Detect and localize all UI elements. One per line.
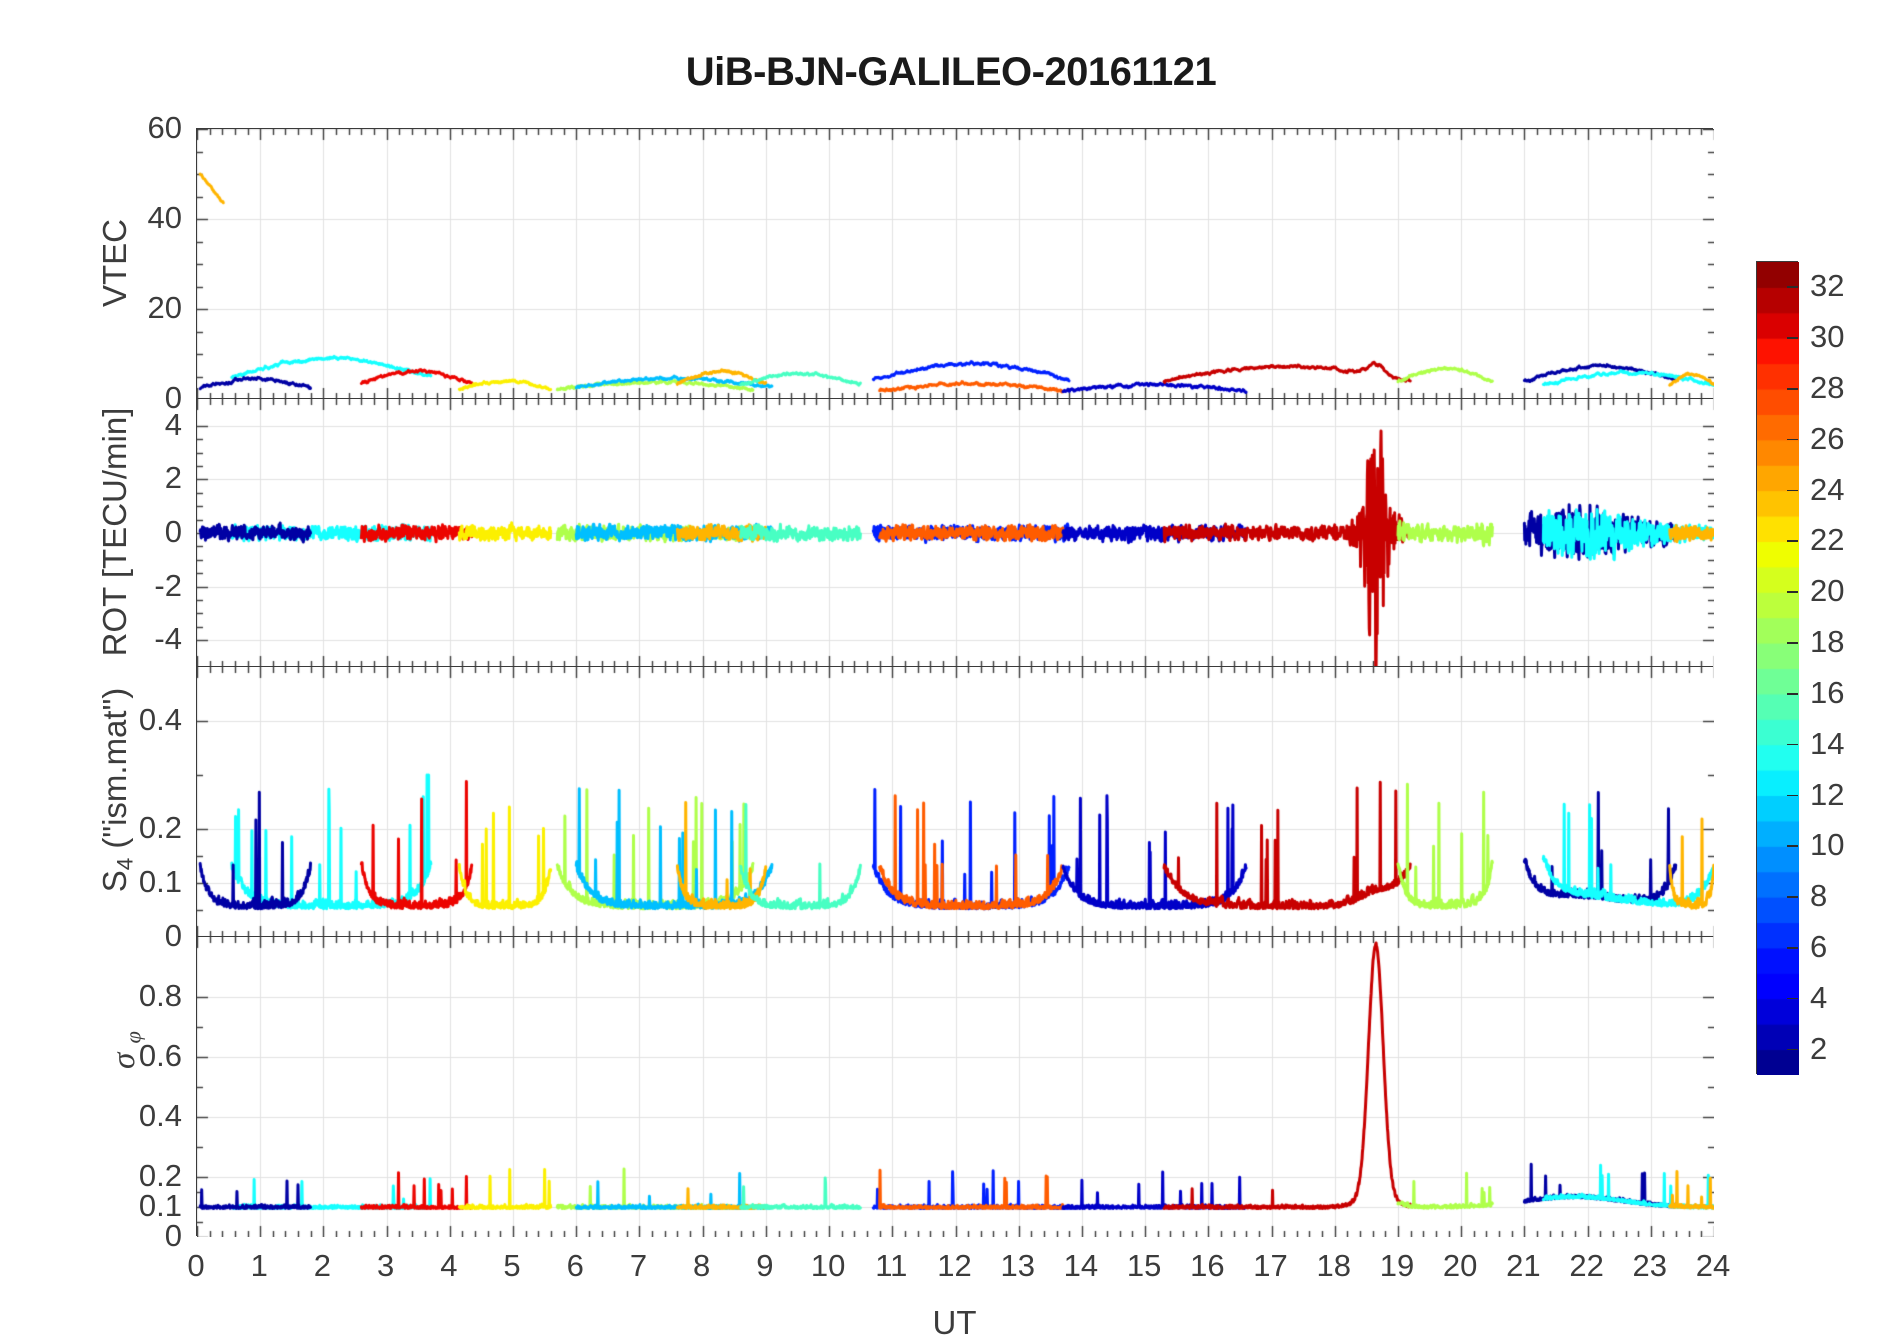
colorbar-tickmark-14 bbox=[1787, 337, 1798, 339]
plot-area-vtec bbox=[197, 129, 1714, 399]
colorbar-tick-26: 26 bbox=[1810, 420, 1845, 456]
ytick-rot-4: 4 bbox=[164, 406, 182, 442]
ytick-s4-0: 0 bbox=[164, 918, 182, 953]
colorbar-tickmark-15 bbox=[1787, 286, 1798, 288]
ytick-vtec-1: 20 bbox=[147, 290, 182, 325]
xtick-19: 19 bbox=[1379, 1248, 1415, 1283]
ytick-sigphi-3: 0.4 bbox=[138, 1098, 182, 1133]
colorbar-tickmark-10 bbox=[1787, 540, 1798, 543]
ylabel-vtec: VTEC bbox=[96, 218, 133, 308]
panel-vtec[interactable] bbox=[196, 128, 1714, 399]
colorbar-gradient bbox=[1757, 262, 1799, 1075]
plot-area-s4 bbox=[197, 667, 1714, 937]
xtick-13: 13 bbox=[1000, 1248, 1035, 1283]
colorbar-tickmark-3 bbox=[1787, 896, 1798, 898]
xtick-11: 11 bbox=[875, 1248, 908, 1283]
colorbar-tick-12: 12 bbox=[1810, 776, 1845, 812]
xtick-10: 10 bbox=[810, 1248, 846, 1283]
colorbar-tick-16: 16 bbox=[1810, 674, 1845, 710]
colorbar-tickmark-2 bbox=[1787, 946, 1798, 949]
xtick-0: 0 bbox=[187, 1248, 205, 1283]
plot-area-sigphi bbox=[197, 937, 1714, 1237]
xtick-23: 23 bbox=[1632, 1248, 1668, 1283]
ylabel-sigphi: σ φ bbox=[106, 1031, 146, 1069]
ytick-rot-3: 2 bbox=[164, 460, 182, 496]
xtick-6: 6 bbox=[566, 1248, 584, 1283]
colorbar-tick-4: 4 bbox=[1810, 979, 1828, 1015]
ytick-sigphi-5: 0.8 bbox=[138, 978, 182, 1013]
panel-sigphi[interactable] bbox=[196, 936, 1714, 1237]
colorbar-tickmark-0 bbox=[1787, 1048, 1798, 1051]
xtick-21: 21 bbox=[1506, 1248, 1541, 1283]
xtick-1: 1 bbox=[250, 1248, 268, 1283]
xtick-7: 7 bbox=[629, 1248, 648, 1283]
xtick-5: 5 bbox=[503, 1248, 521, 1283]
ytick-sigphi-2: 0.2 bbox=[138, 1158, 182, 1193]
xtick-3: 3 bbox=[377, 1248, 395, 1283]
ytick-s4-3: 0.4 bbox=[138, 702, 182, 737]
panel-rot[interactable] bbox=[196, 398, 1714, 667]
ytick-rot-0: -4 bbox=[154, 621, 182, 657]
xtick-16: 16 bbox=[1190, 1248, 1225, 1283]
colorbar-tick-2: 2 bbox=[1810, 1030, 1828, 1066]
colorbar-tickmark-6 bbox=[1787, 743, 1798, 746]
xtick-9: 9 bbox=[756, 1248, 774, 1283]
colorbar-tick-14: 14 bbox=[1810, 725, 1845, 761]
colorbar-tick-8: 8 bbox=[1810, 878, 1828, 914]
ytick-sigphi-0: 0 bbox=[164, 1218, 182, 1253]
colorbar-tickmark-11 bbox=[1787, 489, 1798, 492]
ytick-rot-1: -2 bbox=[154, 567, 182, 603]
xtick-18: 18 bbox=[1316, 1248, 1351, 1283]
colorbar-tickmark-9 bbox=[1787, 591, 1798, 593]
xtick-22: 22 bbox=[1569, 1248, 1604, 1283]
colorbar-tickmark-12 bbox=[1787, 438, 1798, 441]
colorbar-tickmark-1 bbox=[1787, 997, 1798, 1000]
plot-area-rot bbox=[197, 399, 1714, 667]
ylabel-s4: S4 ("ism.mat") bbox=[96, 687, 138, 893]
xtick-2: 2 bbox=[313, 1248, 332, 1283]
ytick-vtec-3: 60 bbox=[147, 110, 182, 145]
xtick-12: 12 bbox=[937, 1248, 972, 1283]
colorbar-tick-32: 32 bbox=[1810, 268, 1845, 304]
colorbar-tick-28: 28 bbox=[1810, 370, 1845, 406]
colorbar-tickmark-4 bbox=[1787, 845, 1798, 847]
colorbar-tick-24: 24 bbox=[1810, 471, 1845, 507]
colorbar-tick-20: 20 bbox=[1810, 573, 1845, 609]
xtick-4: 4 bbox=[440, 1248, 458, 1283]
colorbar-tick-6: 6 bbox=[1810, 928, 1828, 964]
xtick-14: 14 bbox=[1063, 1248, 1099, 1283]
ytick-vtec-2: 40 bbox=[147, 200, 182, 235]
xtick-15: 15 bbox=[1126, 1248, 1162, 1283]
colorbar-tickmark-8 bbox=[1787, 642, 1798, 644]
xtick-24: 24 bbox=[1695, 1248, 1731, 1283]
colorbar-tick-10: 10 bbox=[1810, 827, 1845, 863]
panel-s4[interactable] bbox=[196, 666, 1714, 937]
ytick-sigphi-1: 0.1 bbox=[138, 1188, 182, 1223]
xlabel: UT bbox=[932, 1304, 977, 1341]
colorbar-tickmark-13 bbox=[1787, 388, 1798, 390]
colorbar-tick-30: 30 bbox=[1810, 319, 1845, 355]
xtick-8: 8 bbox=[693, 1248, 711, 1283]
ytick-vtec-0: 0 bbox=[164, 380, 182, 415]
colorbar-tickmark-5 bbox=[1787, 794, 1798, 797]
ytick-sigphi-4: 0.6 bbox=[138, 1038, 182, 1073]
colorbar-tick-22: 22 bbox=[1810, 522, 1845, 558]
figure-title: UiB-BJN-GALILEO-20161121 bbox=[685, 50, 1217, 94]
colorbar-tick-18: 18 bbox=[1810, 624, 1845, 660]
colorbar-tickmark-7 bbox=[1787, 692, 1798, 695]
ylabel-rot: ROT [TECU/min] bbox=[96, 407, 133, 657]
ytick-rot-2: 0 bbox=[164, 514, 182, 549]
colorbar[interactable] bbox=[1756, 261, 1799, 1075]
xtick-20: 20 bbox=[1442, 1248, 1478, 1283]
ytick-s4-2: 0.2 bbox=[138, 810, 182, 845]
xtick-17: 17 bbox=[1253, 1248, 1288, 1283]
ytick-s4-1: 0.1 bbox=[138, 864, 182, 899]
